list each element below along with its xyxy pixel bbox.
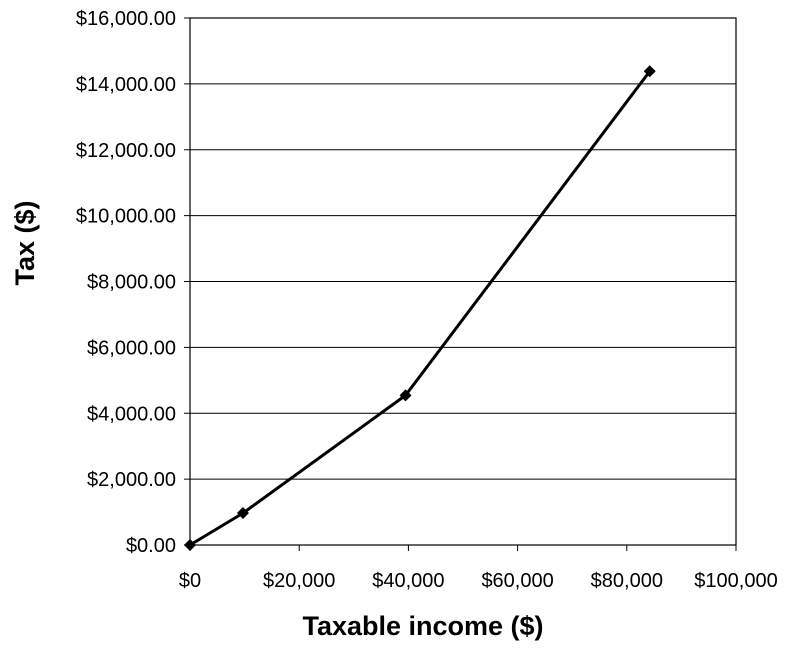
series-line bbox=[189, 70, 651, 547]
y-axis-tick-labels: $0.00 $2,000.00 $4,000.00 $6,000.00 $8,000.0… bbox=[76, 8, 176, 557]
x-tick-label: $0 bbox=[179, 570, 201, 592]
x-tick-label: $100,000 bbox=[694, 570, 777, 592]
y-tick-label: $2,000.00 bbox=[87, 469, 176, 491]
y-tick-label: $8,000.00 bbox=[87, 272, 176, 294]
x-tick-label: $40,000 bbox=[372, 570, 444, 592]
y-tick-label: $6,000.00 bbox=[87, 337, 176, 359]
y-tick-label: $4,000.00 bbox=[87, 403, 176, 425]
x-tick-label: $20,000 bbox=[263, 570, 335, 592]
x-tick-label: $80,000 bbox=[591, 570, 663, 592]
data-point-marker bbox=[236, 507, 249, 520]
y-tick-label: $12,000.00 bbox=[76, 140, 176, 162]
series-layer bbox=[184, 65, 656, 551]
data-point-marker bbox=[184, 539, 196, 551]
y-tick-label: $10,000.00 bbox=[76, 206, 176, 228]
gridlines bbox=[190, 17, 736, 546]
x-axis-tick-labels: $0 $20,000 $40,000 $60,000 $80,000 $100,000 bbox=[179, 570, 778, 592]
axis-ticks bbox=[184, 17, 737, 551]
data-point-marker bbox=[399, 389, 412, 402]
y-tick-label: $16,000.00 bbox=[76, 8, 176, 30]
y-tick-label: $0.00 bbox=[126, 535, 176, 557]
x-axis-title: Taxable income ($) bbox=[302, 611, 543, 641]
x-tick-label: $60,000 bbox=[481, 570, 553, 592]
y-axis-title: Tax ($) bbox=[10, 200, 40, 285]
y-tick-label: $14,000.00 bbox=[76, 74, 176, 96]
data-point-marker bbox=[643, 65, 656, 78]
